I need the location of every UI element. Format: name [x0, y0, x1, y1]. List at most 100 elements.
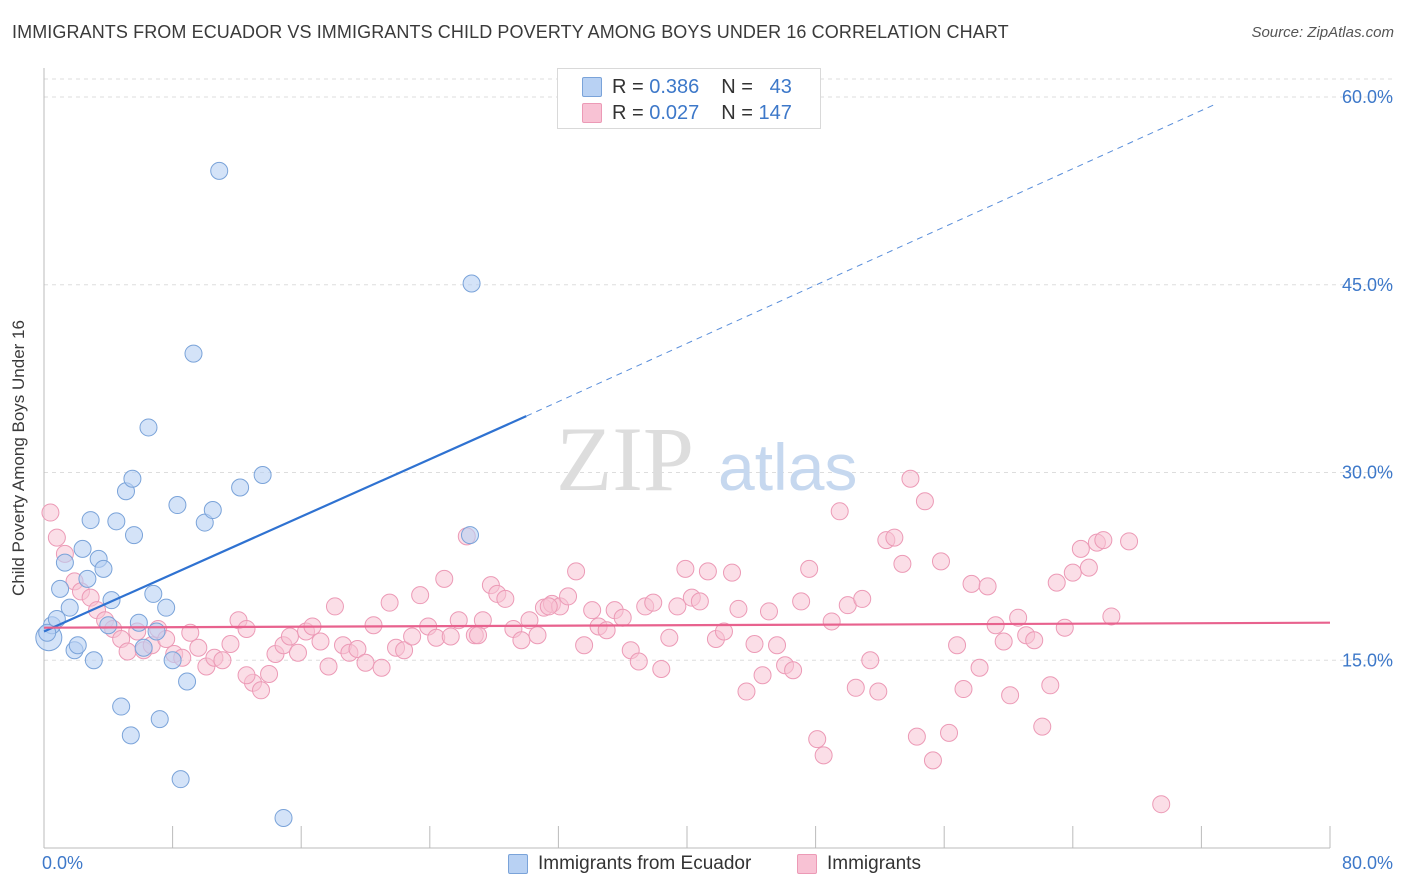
data-point-ecuador	[68, 636, 87, 655]
data-point-ecuador	[84, 651, 103, 670]
data-point-immigrants	[356, 653, 375, 672]
y-tick-label: 30.0%	[1342, 463, 1393, 483]
data-point-immigrants	[723, 563, 742, 582]
data-point-ecuador	[462, 274, 481, 293]
legend-item-immigrants[interactable]: Immigrants	[797, 852, 921, 876]
data-point-immigrants	[435, 569, 454, 588]
data-point-ecuador	[184, 344, 203, 363]
data-point-immigrants	[901, 469, 920, 488]
r-label: R =	[612, 101, 644, 124]
stats-row-blue: R = 0.386 N = 43	[582, 74, 792, 100]
data-point-immigrants	[221, 634, 240, 653]
data-point-ecuador	[274, 808, 293, 827]
data-point-immigrants	[1152, 795, 1171, 814]
r-label: R =	[612, 75, 644, 98]
data-point-ecuador	[210, 161, 229, 180]
watermark-zip: ZIP	[556, 408, 694, 510]
data-point-immigrants	[954, 680, 973, 699]
legend-item-ecuador[interactable]: Immigrants from Ecuador	[508, 852, 751, 876]
data-point-ecuador	[253, 466, 272, 485]
legend-label: Immigrants	[827, 853, 921, 874]
data-point-immigrants	[597, 621, 616, 640]
data-point-immigrants	[288, 643, 307, 662]
data-point-immigrants	[1079, 558, 1098, 577]
data-point-immigrants	[311, 632, 330, 651]
data-point-immigrants	[808, 730, 827, 749]
pink-swatch	[582, 103, 602, 123]
data-point-immigrants	[853, 589, 872, 608]
data-point-ecuador	[139, 418, 158, 437]
data-point-immigrants	[714, 622, 733, 641]
data-point-immigrants	[978, 577, 997, 596]
data-point-immigrants	[994, 632, 1013, 651]
data-point-ecuador	[163, 651, 182, 670]
data-point-immigrants	[745, 634, 764, 653]
data-point-immigrants	[962, 574, 981, 593]
data-point-immigrants	[885, 528, 904, 547]
data-point-immigrants	[395, 641, 414, 660]
data-point-immigrants	[575, 636, 594, 655]
data-point-immigrants	[940, 723, 959, 742]
watermark: ZIP atlas	[556, 408, 857, 510]
n-value: 43	[769, 75, 792, 98]
data-point-ecuador	[144, 584, 163, 603]
trend-line-ecuador-extension	[526, 102, 1218, 417]
y-tick-label: 45.0%	[1342, 275, 1393, 295]
data-point-ecuador	[147, 622, 166, 641]
data-point-ecuador	[125, 526, 144, 545]
data-point-immigrants	[629, 652, 648, 671]
data-point-immigrants	[923, 751, 942, 770]
data-point-immigrants	[1033, 717, 1052, 736]
data-point-immigrants	[893, 554, 912, 573]
blue-series-points	[35, 161, 481, 827]
trend-line-ecuador	[43, 415, 527, 633]
data-point-immigrants	[41, 503, 60, 522]
data-point-immigrants	[861, 651, 880, 670]
data-point-immigrants	[698, 562, 717, 581]
data-point-immigrants	[1094, 531, 1113, 550]
data-point-immigrants	[237, 619, 256, 638]
data-point-immigrants	[768, 636, 787, 655]
data-point-immigrants	[1001, 686, 1020, 705]
data-point-immigrants	[1071, 539, 1090, 558]
data-point-immigrants	[690, 592, 709, 611]
data-point-ecuador	[203, 501, 222, 520]
data-point-ecuador	[231, 478, 250, 497]
blue-swatch	[582, 77, 602, 97]
data-point-immigrants	[47, 528, 66, 547]
data-point-ecuador	[73, 539, 92, 558]
data-point-immigrants	[613, 608, 632, 627]
data-point-immigrants	[364, 616, 383, 635]
data-point-immigrants	[970, 658, 989, 677]
n-label: N =	[721, 101, 753, 124]
stats-box: R = 0.386 N = 43 R = 0.027 N = 147	[557, 68, 821, 129]
n-value: 147	[758, 101, 792, 124]
data-point-ecuador	[107, 512, 126, 531]
data-point-ecuador	[55, 553, 74, 572]
source-label: Source: ZipAtlas.com	[1251, 24, 1394, 41]
data-point-immigrants	[512, 631, 531, 650]
legend-swatch-pink	[797, 854, 817, 874]
legend-swatch-blue	[508, 854, 528, 874]
chart-title: IMMIGRANTS FROM ECUADOR VS IMMIGRANTS CH…	[12, 22, 1009, 42]
data-point-immigrants	[348, 639, 367, 658]
r-value: 0.386	[649, 75, 700, 98]
data-point-immigrants	[869, 682, 888, 701]
data-point-ecuador	[99, 616, 118, 635]
data-point-immigrants	[252, 681, 271, 700]
data-point-immigrants	[753, 666, 772, 685]
data-point-immigrants	[319, 657, 338, 676]
data-point-ecuador	[178, 672, 197, 691]
data-point-ecuador	[121, 726, 140, 745]
data-point-ecuador	[129, 613, 148, 632]
data-point-immigrants	[792, 592, 811, 611]
data-point-immigrants	[814, 746, 833, 765]
data-point-immigrants	[759, 602, 778, 621]
legend-label: Immigrants from Ecuador	[538, 853, 752, 874]
data-point-ecuador	[134, 638, 153, 657]
data-point-immigrants	[822, 612, 841, 631]
data-point-immigrants	[676, 559, 695, 578]
data-point-immigrants	[1047, 573, 1066, 592]
data-point-immigrants	[668, 597, 687, 616]
